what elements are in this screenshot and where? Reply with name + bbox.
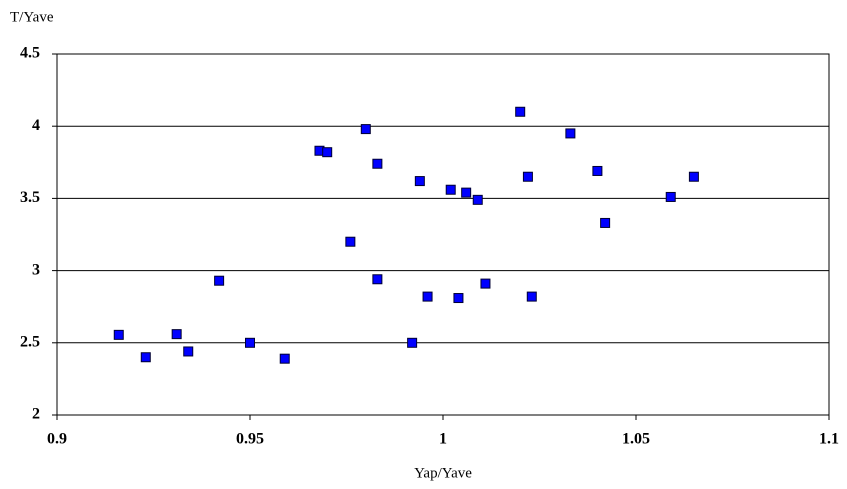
point bbox=[515, 106, 526, 117]
point bbox=[688, 171, 699, 182]
y-tick-label: 2 bbox=[32, 406, 40, 423]
point bbox=[600, 217, 611, 228]
point bbox=[345, 236, 356, 247]
point bbox=[592, 165, 603, 176]
point bbox=[322, 147, 333, 158]
y-tick-label: 2.5 bbox=[20, 333, 40, 350]
x-tick-label: 1.1 bbox=[819, 431, 839, 448]
point bbox=[360, 124, 371, 135]
point bbox=[522, 171, 533, 182]
point bbox=[453, 293, 464, 304]
y-tick-label: 4.5 bbox=[20, 45, 40, 62]
point bbox=[414, 176, 425, 187]
point bbox=[665, 191, 676, 202]
point bbox=[422, 291, 433, 302]
point bbox=[183, 346, 194, 357]
x-tick-label: 1.05 bbox=[622, 431, 650, 448]
point bbox=[445, 184, 456, 195]
point bbox=[480, 278, 491, 289]
point bbox=[279, 353, 290, 364]
y-tick-label: 3 bbox=[32, 261, 40, 278]
y-tick-label: 4 bbox=[32, 117, 40, 134]
point bbox=[140, 352, 151, 363]
point bbox=[214, 275, 225, 286]
point bbox=[245, 337, 255, 348]
point bbox=[372, 274, 383, 285]
y-axis-label: T/Yave bbox=[10, 9, 54, 25]
point bbox=[113, 329, 124, 340]
point bbox=[372, 158, 383, 169]
x-tick-label: 0.9 bbox=[47, 431, 67, 448]
point bbox=[526, 291, 537, 302]
point bbox=[461, 187, 472, 198]
point bbox=[407, 337, 418, 348]
x-tick-label: 1 bbox=[439, 431, 447, 448]
x-axis-label: Yap/Yave bbox=[414, 465, 472, 481]
point bbox=[472, 194, 483, 205]
x-tick-label: 0.95 bbox=[236, 431, 264, 448]
plot-area bbox=[56, 53, 830, 416]
point bbox=[565, 128, 576, 139]
point bbox=[171, 329, 182, 340]
y-tick-label: 3.5 bbox=[20, 189, 40, 206]
